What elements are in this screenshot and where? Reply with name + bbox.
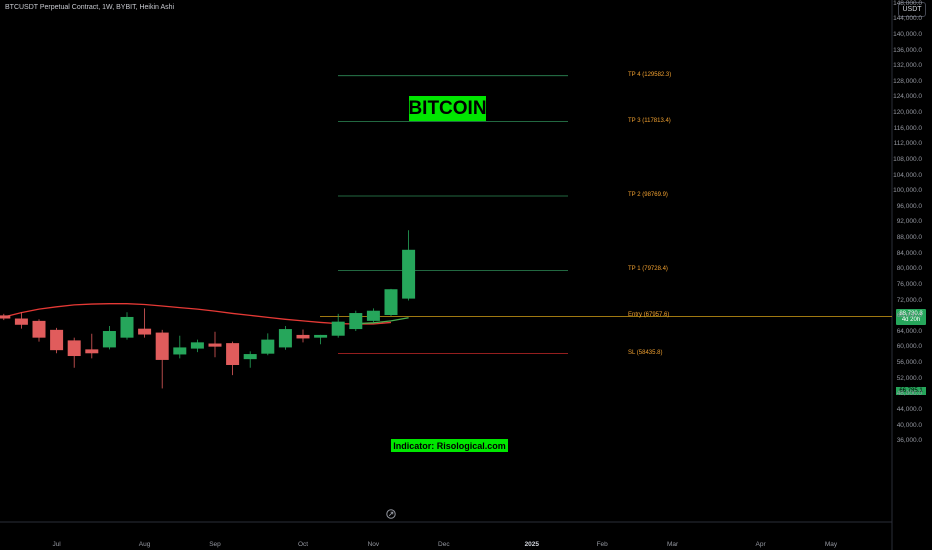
- bull-candle: [173, 347, 187, 355]
- y-tick-label: 72,000.0: [896, 296, 922, 304]
- y-tick-label: 92,000.0: [896, 218, 922, 226]
- y-tick-label: 56,000.0: [896, 359, 922, 367]
- bull-candle: [278, 329, 292, 348]
- bear-candle: [0, 315, 11, 319]
- y-tick-label: 88,000.0: [896, 234, 922, 242]
- y-tick-label: 76,000.0: [896, 280, 922, 288]
- level-label-sl: SL (58435.8): [628, 349, 663, 356]
- y-tick-label: 36,000.0: [896, 437, 922, 445]
- level-label-tp: TP 4 (129582.3): [628, 71, 672, 78]
- last-price-value: 88,730.8: [899, 311, 923, 317]
- x-tick-label: Oct: [297, 541, 309, 548]
- x-tick-label: Nov: [367, 541, 380, 548]
- x-tick-label: Dec: [438, 541, 450, 548]
- level-label-tp: TP 3 (117813.4): [628, 117, 671, 124]
- y-tick-label: 132,000.0: [893, 62, 922, 70]
- y-tick-label: 68,000.0: [896, 312, 922, 320]
- indicator-banner: Indicator: Risological.com: [391, 439, 508, 452]
- bull-candle: [190, 342, 204, 349]
- bear-candle: [155, 332, 169, 360]
- x-tick-label: Mar: [666, 541, 679, 548]
- bear-candle: [138, 328, 152, 335]
- level-label-entry: Entry (67957.6): [628, 312, 670, 319]
- bear-candle: [67, 340, 81, 357]
- last-price-tag: 88,730.8 4d 20h: [896, 309, 926, 325]
- y-tick-label: 128,000.0: [893, 77, 922, 85]
- y-tick-label: 112,000.0: [893, 140, 922, 148]
- bull-candle: [402, 249, 416, 299]
- y-tick-label: 120,000.0: [893, 109, 922, 117]
- y-tick-label: 84,000.0: [896, 249, 922, 257]
- x-tick-label: 2025: [524, 541, 540, 548]
- level-label-tp: TP 1 (79728.4): [628, 266, 668, 273]
- y-tick-label: 116,000.0: [893, 124, 922, 132]
- y-tick-label: 148,000.0: [893, 0, 922, 7]
- bull-candle: [366, 310, 380, 321]
- bear-candle: [14, 318, 28, 325]
- snapshot-icon[interactable]: [386, 509, 396, 519]
- y-tick-label: 96,000.0: [896, 202, 922, 210]
- x-tick-label: Apr: [755, 541, 766, 548]
- y-tick-label: 48,000.0: [896, 390, 922, 398]
- bear-candle: [208, 343, 222, 347]
- moving-average-line: [3, 303, 392, 325]
- bar-countdown: 4d 20h: [901, 317, 921, 323]
- y-tick-label: 140,000.0: [893, 30, 922, 38]
- bear-candle: [226, 343, 240, 365]
- bear-candle: [296, 334, 310, 339]
- symbol-header: BTCUSDT Perpetual Contract, 1W, BYBIT, H…: [5, 4, 175, 11]
- x-tick-label: Feb: [596, 541, 608, 548]
- bull-candle: [102, 331, 116, 348]
- x-tick-label: Sep: [209, 541, 221, 548]
- x-tick-label: May: [824, 541, 838, 548]
- y-tick-label: 144,000.0: [893, 15, 922, 23]
- y-tick-label: 104,000.0: [893, 171, 922, 179]
- x-tick-label: Jul: [52, 541, 61, 548]
- y-tick-label: 136,000.0: [893, 46, 922, 54]
- y-tick-label: 108,000.0: [893, 155, 922, 163]
- bull-candle: [261, 339, 275, 354]
- bear-candle: [85, 349, 99, 354]
- bear-candle: [50, 329, 64, 351]
- y-tick-label: 60,000.0: [896, 343, 922, 351]
- bull-candle: [314, 334, 328, 338]
- y-tick-label: 52,000.0: [896, 374, 922, 382]
- bull-candle: [349, 313, 363, 330]
- short-average-line: [355, 317, 409, 325]
- y-tick-label: 64,000.0: [896, 327, 922, 335]
- chart-title-banner: BITCOIN: [408, 96, 487, 121]
- bull-candle: [331, 321, 345, 336]
- currency-selector[interactable]: USDT: [898, 2, 926, 17]
- x-tick-label: Aug: [138, 541, 151, 548]
- bull-candle: [384, 289, 398, 316]
- bull-candle: [120, 316, 134, 338]
- bear-candle: [32, 320, 46, 338]
- y-tick-label: 44,000.0: [896, 405, 922, 413]
- y-tick-label: 80,000.0: [896, 265, 922, 273]
- entry-price-tag: 66,785.1: [896, 387, 926, 395]
- y-tick-label: 124,000.0: [893, 93, 922, 101]
- level-label-tp: TP 2 (98769.9): [628, 192, 668, 198]
- y-tick-label: 40,000.0: [896, 421, 922, 429]
- y-tick-label: 100,000.0: [893, 187, 922, 195]
- bull-candle: [243, 354, 257, 360]
